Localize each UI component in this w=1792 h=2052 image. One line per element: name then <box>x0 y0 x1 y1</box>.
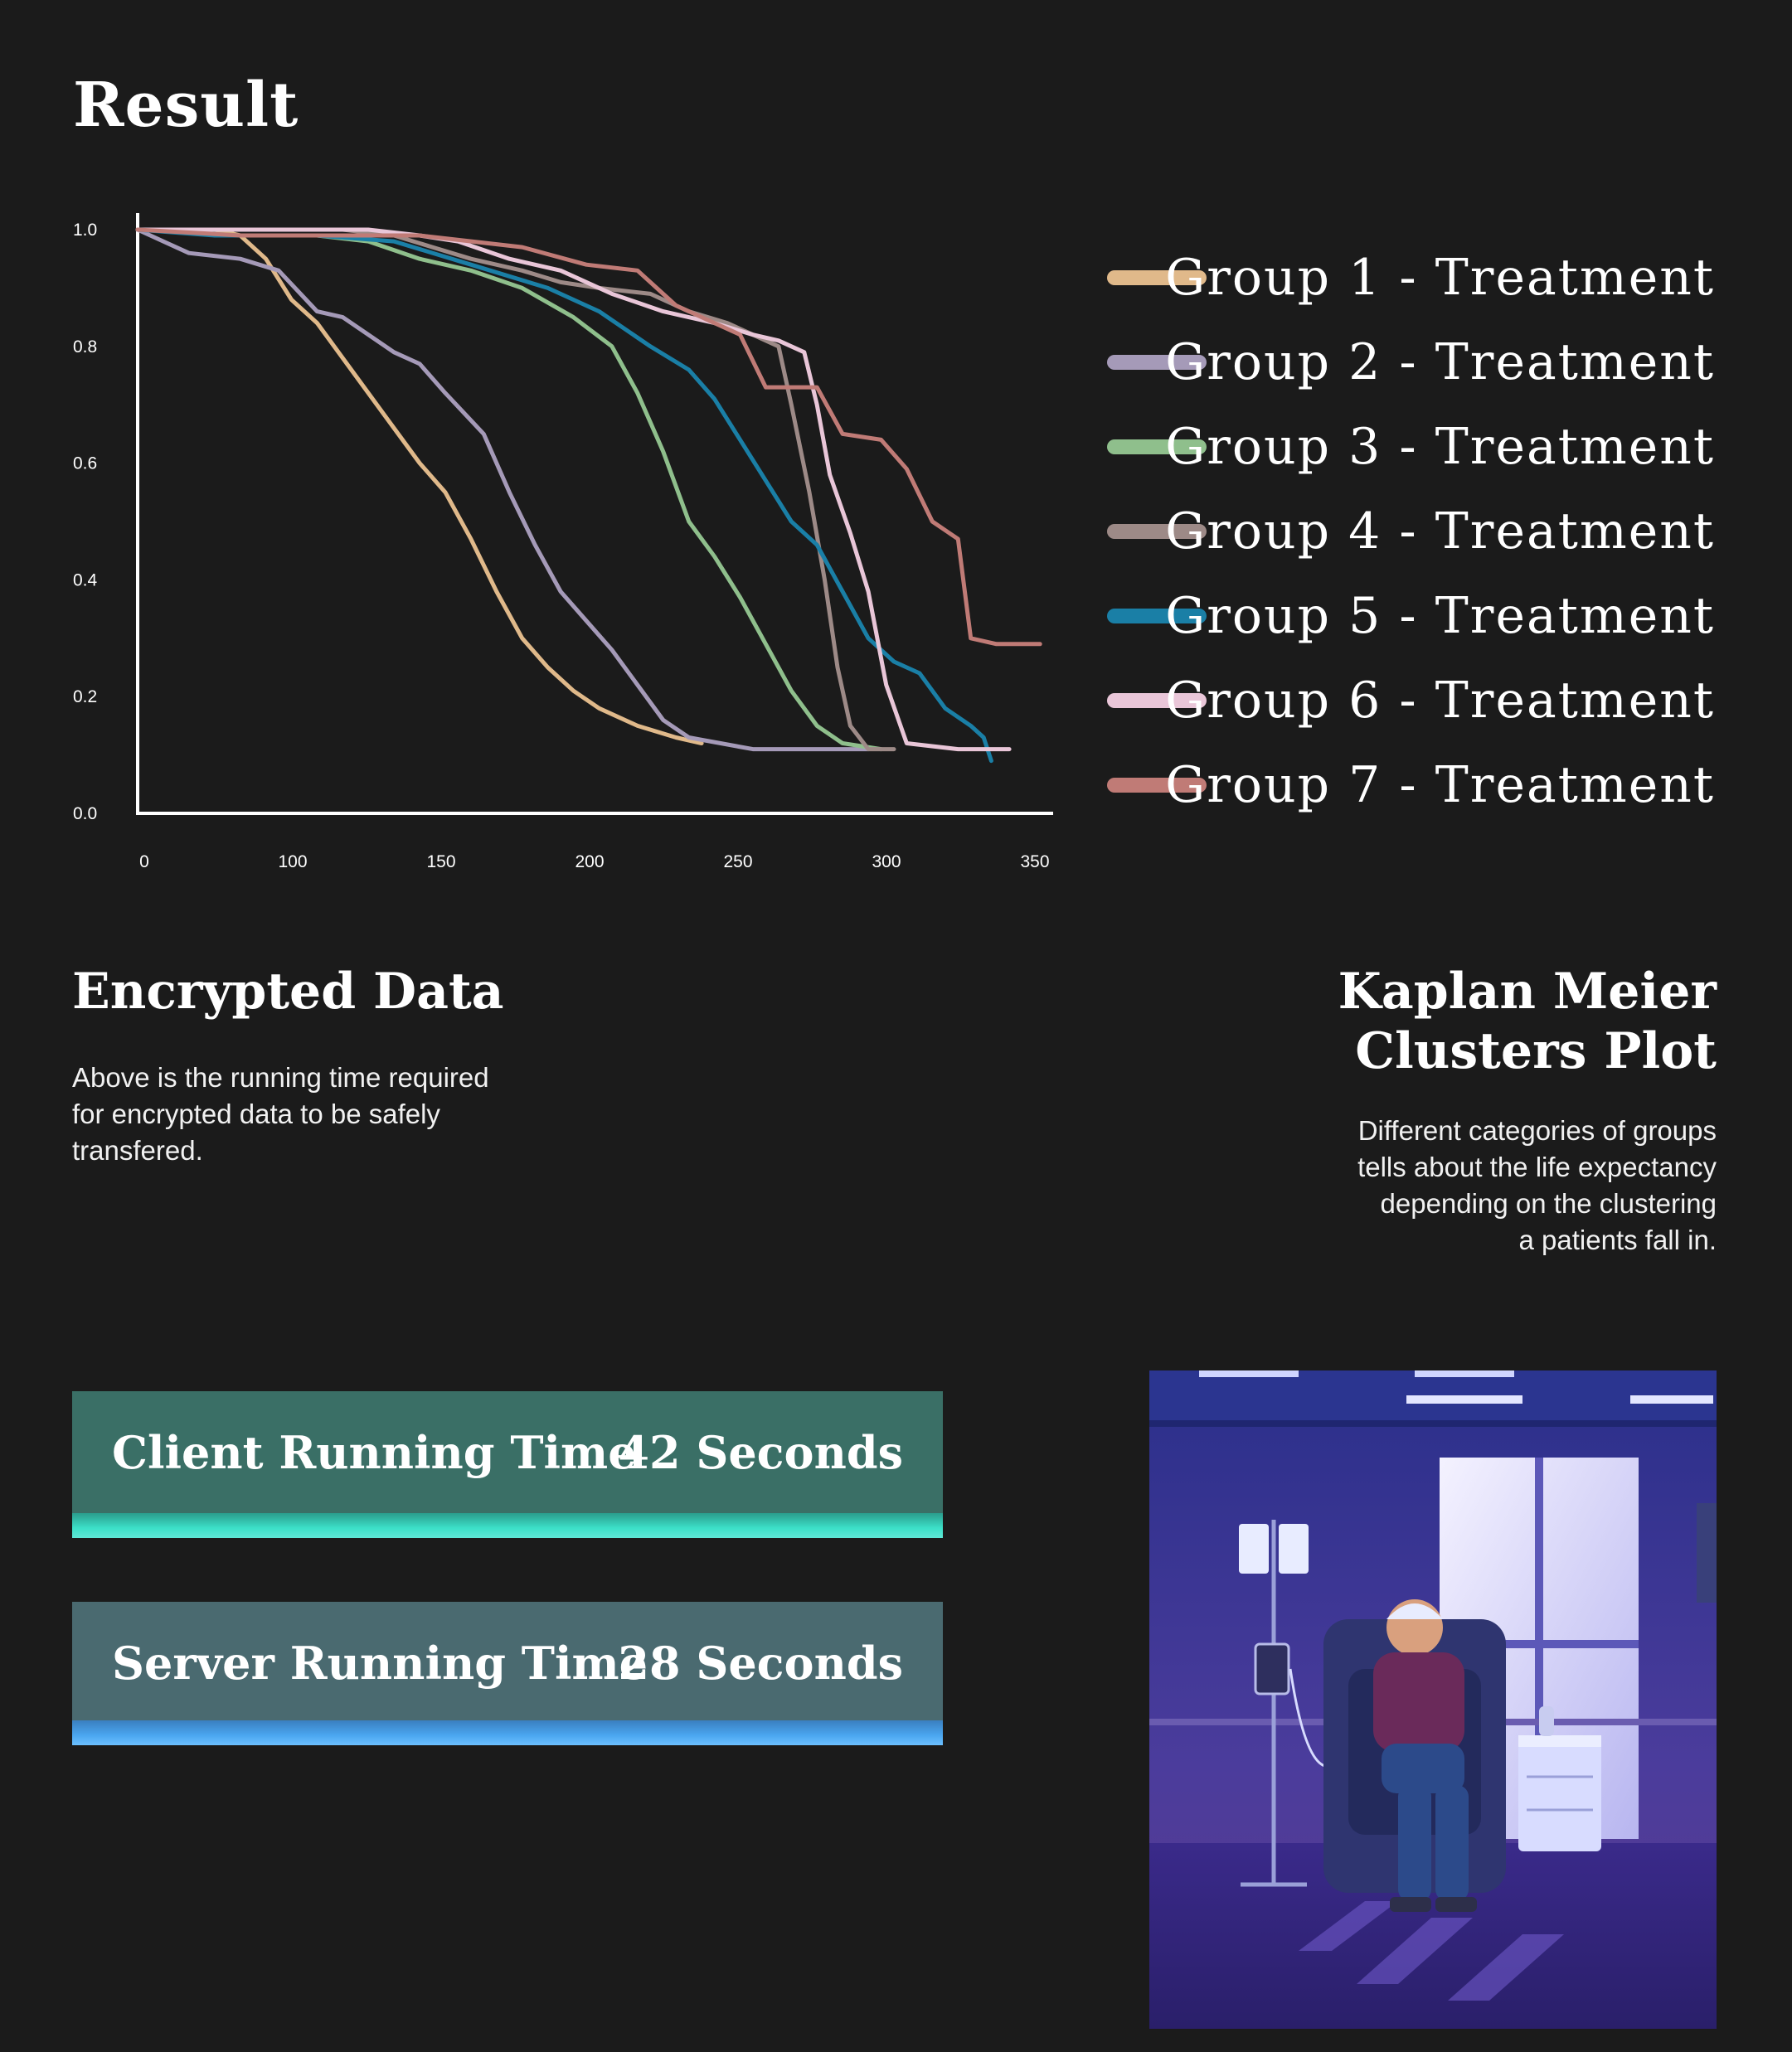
server-running-time-card: Server Running Time 28 Seconds <box>72 1602 943 1745</box>
desc-line: Different categories of groups <box>1357 1115 1717 1146</box>
x-tick-label: 0 <box>139 852 149 871</box>
patient-iv-illustration-icon <box>1149 1370 1717 2029</box>
series-lines <box>135 227 1042 764</box>
legend-label: Group 1 - Treatment <box>1165 249 1715 307</box>
y-tick-labels: 1.0 0.8 0.6 0.4 0.2 0.0 <box>73 221 98 823</box>
series-line-group-5 <box>135 227 993 764</box>
desc-line: Above is the running time required <box>72 1062 489 1093</box>
legend-label: Group 5 - Treatment <box>1165 587 1715 645</box>
chart-axes <box>136 213 1053 815</box>
series-line-group-6 <box>135 227 1012 752</box>
x-tick-labels: 0 100 150 200 250 300 350 <box>139 852 1049 871</box>
y-tick-label: 0.0 <box>73 804 97 823</box>
series-line-group-7 <box>135 227 1042 647</box>
desc-line: transfered. <box>72 1135 203 1166</box>
series-line-group-2 <box>135 227 871 752</box>
server-value: 28 Seconds <box>618 1637 903 1690</box>
kaplan-meier-chart: 1.0 0.8 0.6 0.4 0.2 0.0 0 100 150 200 250 300 350 G… <box>73 213 1715 871</box>
kaplan-meier-description: Different categories of groups tells abo… <box>1357 1113 1717 1259</box>
x-tick-label: 250 <box>723 852 752 871</box>
legend-label: Group 6 - Treatment <box>1165 672 1715 730</box>
desc-line: depending on the clustering <box>1380 1188 1717 1219</box>
x-tick-label: 100 <box>278 852 307 871</box>
series-line-group-1 <box>135 227 704 745</box>
page-title: Result <box>73 70 299 141</box>
x-tick-label: 150 <box>426 852 455 871</box>
title-line: Clusters Plot <box>1355 1022 1717 1080</box>
legend-label: Group 7 - Treatment <box>1165 756 1715 814</box>
y-tick-label: 0.6 <box>73 454 97 473</box>
x-tick-label: 200 <box>575 852 604 871</box>
server-label: Server Running Time <box>112 1637 648 1690</box>
desc-line: a patients fall in. <box>1518 1225 1717 1255</box>
y-tick-label: 0.2 <box>73 687 97 706</box>
y-tick-label: 1.0 <box>73 221 97 240</box>
title-line: Kaplan Meier <box>1338 963 1717 1021</box>
kaplan-meier-title: Kaplan Meier Clusters Plot <box>1338 962 1717 1081</box>
encrypted-data-description: Above is the running time required for e… <box>72 1060 489 1169</box>
client-value: 42 Seconds <box>618 1426 903 1479</box>
legend-label: Group 2 - Treatment <box>1165 333 1715 391</box>
encrypted-data-title: Encrypted Data <box>72 963 504 1021</box>
client-running-time-card: Client Running Time 42 Seconds <box>72 1391 943 1538</box>
legend-label: Group 4 - Treatment <box>1165 502 1715 560</box>
client-label: Client Running Time <box>112 1426 637 1479</box>
client-accent-bar <box>72 1513 943 1538</box>
y-tick-label: 0.8 <box>73 337 97 357</box>
y-tick-label: 0.4 <box>73 570 98 589</box>
legend-label: Group 3 - Treatment <box>1165 418 1715 476</box>
legend: Group 1 - Treatment Group 2 - Treatment Gr… <box>1107 249 1715 814</box>
desc-line: for encrypted data to be safely <box>72 1099 440 1129</box>
x-tick-label: 350 <box>1020 852 1049 871</box>
x-tick-label: 300 <box>872 852 901 871</box>
server-accent-bar <box>72 1720 943 1745</box>
desc-line: tells about the life expectancy <box>1357 1152 1717 1182</box>
